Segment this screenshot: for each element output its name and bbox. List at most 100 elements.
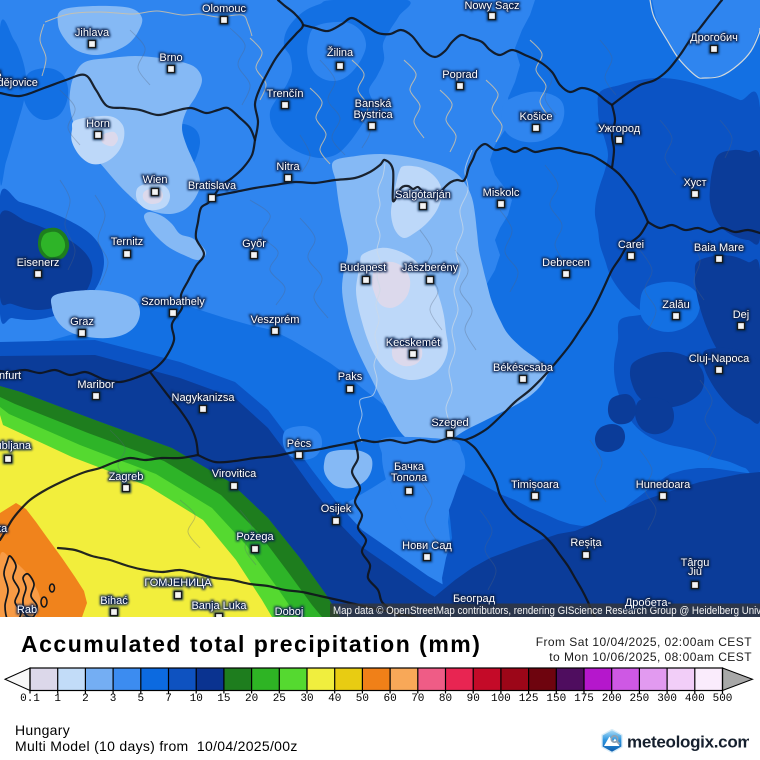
svg-text:2: 2	[82, 693, 89, 705]
svg-text:Дробета-: Дробета-	[625, 597, 672, 609]
svg-text:175: 175	[574, 693, 594, 705]
svg-text:Maribor: Maribor	[77, 379, 115, 391]
svg-text:Ужгород: Ужгород	[598, 123, 641, 135]
svg-text:Târgu: Târgu	[681, 557, 710, 569]
svg-text:Wien: Wien	[142, 174, 167, 186]
svg-text:Бачка: Бачка	[394, 461, 425, 473]
svg-text:Veszprém: Veszprém	[251, 314, 300, 326]
svg-text:Banská: Banská	[355, 98, 393, 110]
svg-text:Graz: Graz	[70, 316, 94, 328]
svg-text:5: 5	[137, 693, 144, 705]
svg-text:Salgótarján: Salgótarján	[395, 189, 451, 201]
svg-text:Timișoara: Timișoara	[511, 479, 560, 491]
svg-text:Хуст: Хуст	[683, 177, 706, 189]
svg-text:Cluj-Napoca: Cluj-Napoca	[689, 353, 750, 365]
svg-text:15: 15	[217, 693, 230, 705]
svg-text:Carei: Carei	[618, 239, 644, 251]
svg-text:Poprad: Poprad	[442, 69, 477, 81]
svg-text:Bystrica: Bystrica	[353, 109, 393, 121]
svg-text:Žilina: Žilina	[327, 46, 354, 59]
svg-text:Map data © OpenStreetMap contr: Map data © OpenStreetMap contributors, r…	[333, 605, 760, 617]
svg-text:Carei: Carei	[618, 239, 644, 251]
svg-text:Nowy Sącz: Nowy Sącz	[464, 0, 519, 12]
svg-text:ГОМЈЕНИЦА: ГОМЈЕНИЦА	[144, 577, 212, 589]
svg-text:Baia Mare: Baia Mare	[694, 242, 744, 254]
svg-text:400: 400	[685, 693, 705, 705]
svg-text:Wien: Wien	[142, 174, 167, 186]
svg-text:Timișoara: Timișoara	[511, 479, 560, 491]
svg-text:Banja Luka: Banja Luka	[191, 600, 247, 612]
svg-text:Klagenfurt: Klagenfurt	[0, 370, 21, 382]
svg-text:České: České	[0, 69, 2, 82]
svg-text:Дрогобич: Дрогобич	[690, 32, 738, 44]
svg-text:Doboj: Doboj	[275, 606, 304, 617]
svg-text:40: 40	[328, 693, 341, 705]
svg-text:Horn: Horn	[86, 118, 110, 130]
svg-text:Olomouc: Olomouc	[202, 3, 247, 15]
svg-text:Požega: Požega	[236, 531, 274, 543]
svg-text:90: 90	[467, 693, 480, 705]
svg-text:Нови Сад: Нови Сад	[402, 540, 452, 552]
svg-text:Szeged: Szeged	[431, 417, 468, 429]
svg-text:Banja Luka: Banja Luka	[191, 600, 247, 612]
svg-text:30: 30	[300, 693, 313, 705]
svg-text:Budějovice: Budějovice	[0, 77, 38, 89]
svg-text:Bratislava: Bratislava	[188, 180, 237, 192]
svg-text:Veszprém: Veszprém	[251, 314, 300, 326]
svg-text:Eisenerz: Eisenerz	[17, 257, 60, 269]
svg-text:Miskolc: Miskolc	[483, 187, 520, 199]
svg-text:Reșița: Reșița	[570, 537, 602, 549]
svg-text:Požega: Požega	[236, 531, 274, 543]
svg-text:Debrecen: Debrecen	[542, 257, 590, 269]
svg-text:Jihlava: Jihlava	[75, 27, 110, 39]
svg-text:Дробета-: Дробета-	[625, 597, 672, 609]
svg-text:Poprad: Poprad	[442, 69, 477, 81]
svg-text:Zalău: Zalău	[662, 299, 690, 311]
svg-text:Топола: Топола	[391, 472, 428, 484]
svg-text:Rijeka: Rijeka	[0, 523, 8, 535]
svg-text:Virovitica: Virovitica	[212, 468, 257, 480]
svg-text:60: 60	[383, 693, 396, 705]
svg-text:Târgu: Târgu	[681, 557, 710, 569]
svg-text:50: 50	[356, 693, 369, 705]
svg-text:Košice: Košice	[519, 111, 552, 123]
svg-text:Paks: Paks	[338, 371, 363, 383]
svg-text:Osijek: Osijek	[321, 503, 352, 515]
svg-text:Jiu: Jiu	[688, 566, 702, 578]
svg-text:Brno: Brno	[159, 52, 182, 64]
svg-text:Graz: Graz	[70, 316, 94, 328]
svg-text:Trenčín: Trenčín	[267, 88, 304, 100]
svg-text:Hunedoara: Hunedoara	[636, 479, 691, 491]
svg-text:Banská: Banská	[355, 98, 393, 110]
svg-text:Győr: Győr	[242, 238, 266, 250]
svg-text:Nowy Sącz: Nowy Sącz	[464, 0, 519, 12]
svg-text:Reșița: Reșița	[570, 537, 602, 549]
svg-text:Brno: Brno	[159, 52, 182, 64]
svg-text:125: 125	[519, 693, 539, 705]
svg-text:Nitra: Nitra	[276, 161, 300, 173]
svg-text:Budapest: Budapest	[340, 262, 386, 274]
svg-text:Ljubljana: Ljubljana	[0, 440, 32, 452]
svg-text:Дрогобич: Дрогобич	[690, 32, 738, 44]
svg-text:500: 500	[713, 693, 733, 705]
svg-text:Ternitz: Ternitz	[111, 236, 143, 248]
svg-text:Klagenfurt: Klagenfurt	[0, 370, 21, 382]
svg-text:Szeged: Szeged	[431, 417, 468, 429]
svg-text:10: 10	[190, 693, 203, 705]
svg-text:Trenčín: Trenčín	[267, 88, 304, 100]
svg-text:Horn: Horn	[86, 118, 110, 130]
svg-text:Хуст: Хуст	[683, 177, 706, 189]
svg-text:Zalău: Zalău	[662, 299, 690, 311]
svg-text:Dej: Dej	[733, 309, 750, 321]
svg-text:Bihać: Bihać	[100, 595, 128, 607]
svg-text:Ljubljana: Ljubljana	[0, 440, 32, 452]
svg-text:Bratislava: Bratislava	[188, 180, 237, 192]
svg-text:Београд: Београд	[453, 593, 496, 605]
svg-text:Zagreb: Zagreb	[109, 471, 144, 483]
svg-text:70: 70	[411, 693, 424, 705]
svg-text:Žilina: Žilina	[327, 46, 354, 59]
svg-text:Nagykanizsa: Nagykanizsa	[172, 392, 236, 404]
svg-text:7: 7	[165, 693, 172, 705]
svg-text:3: 3	[110, 693, 117, 705]
svg-text:ГОМЈЕНИЦА: ГОМЈЕНИЦА	[144, 577, 212, 589]
